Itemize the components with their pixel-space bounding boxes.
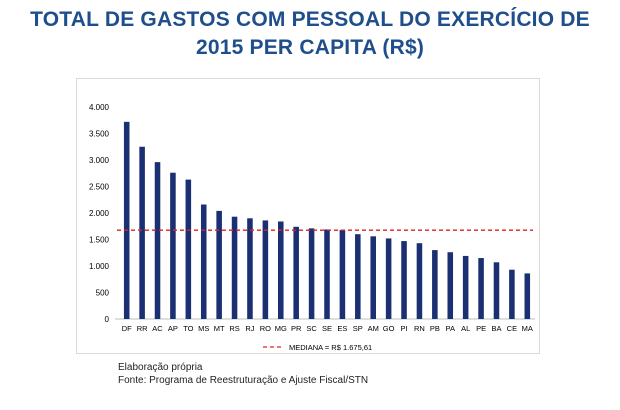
bar-pb — [432, 250, 438, 319]
footnote-source: Fonte: Programa de Reestruturação e Ajus… — [118, 375, 369, 386]
x-tick-label: MT — [214, 324, 225, 333]
chart-frame: 0 500 1.000 1.500 2.000 2.500 3.000 3.500 4.000 D… — [76, 78, 540, 354]
y-tick-label: 3.500 — [89, 130, 110, 139]
footnote-elaboration: Elaboração própria — [118, 362, 203, 373]
bar-rj — [247, 218, 253, 319]
bar-pr — [293, 226, 299, 319]
x-tick-label: PB — [430, 324, 440, 333]
bar-am — [370, 236, 376, 319]
x-tick-label: PA — [446, 324, 455, 333]
bar-rn — [416, 243, 423, 319]
bar-ap — [170, 172, 176, 319]
legend-median-label: MEDIANA = R$ 1.675,61 — [289, 343, 372, 352]
title-line-2: 2015 PER CAPITA (R$) — [195, 36, 425, 59]
y-tick-label: 3.000 — [89, 156, 110, 165]
bar-rs — [231, 216, 238, 319]
y-tick-label: 1.500 — [89, 236, 110, 245]
bar-to — [185, 179, 192, 319]
x-tick-label: AP — [168, 324, 178, 333]
x-tick-label: CE — [507, 324, 517, 333]
x-tick-label: BA — [491, 324, 501, 333]
bar-ma — [524, 273, 531, 319]
y-tick-label: 2.500 — [89, 183, 110, 192]
bar-ba — [493, 262, 500, 319]
x-tick-label: PI — [400, 324, 407, 333]
y-tick-label: 500 — [96, 289, 110, 298]
x-tick-label: RN — [414, 324, 425, 333]
bar-pe — [478, 258, 484, 319]
bar-go — [385, 238, 392, 319]
title-line-1: TOTAL DE GASTOS COM PESSOAL DO EXERCÍCIO… — [30, 8, 590, 31]
y-tick-label: 1.000 — [89, 262, 110, 271]
x-tick-label: TO — [183, 324, 193, 333]
bar-df — [123, 121, 130, 319]
bar-sc — [308, 228, 315, 319]
y-tick-label: 2.000 — [89, 209, 110, 218]
x-tick-label: RR — [137, 324, 148, 333]
x-tick-label: PR — [291, 324, 302, 333]
bar-mt — [216, 210, 222, 319]
bar-ms — [200, 204, 207, 319]
x-tick-label: PE — [476, 324, 486, 333]
x-tick-label: SC — [306, 324, 317, 333]
bar-mg — [278, 221, 284, 319]
x-tick-label: AM — [368, 324, 379, 333]
x-tick-label: SE — [322, 324, 332, 333]
x-tick-label: AL — [461, 324, 470, 333]
bar-sp — [355, 234, 361, 319]
bar-pa — [447, 252, 454, 319]
bar-al — [462, 255, 469, 319]
x-tick-label: RO — [260, 324, 271, 333]
bar-ac — [154, 162, 161, 319]
bar-chart: 0 500 1.000 1.500 2.000 2.500 3.000 3.500 4.000 D… — [89, 103, 535, 352]
x-tick-label: ES — [337, 324, 347, 333]
bar-es — [339, 229, 346, 319]
x-tick-label: GO — [383, 324, 395, 333]
bar-ce — [509, 269, 515, 319]
x-tick-label: SP — [353, 324, 363, 333]
x-tick-label: RJ — [245, 324, 254, 333]
x-tick-label: DF — [122, 324, 132, 333]
x-tick-label: MA — [522, 324, 533, 333]
x-tick-label: MS — [198, 324, 209, 333]
bar-rr — [139, 146, 145, 319]
bar-pi — [401, 241, 407, 319]
y-tick-label: 0 — [105, 315, 110, 324]
x-tick-label: MG — [275, 324, 287, 333]
bar-se — [324, 229, 330, 319]
x-tick-label: AC — [152, 324, 163, 333]
bar-ro — [262, 220, 269, 319]
x-tick-label: RS — [229, 324, 239, 333]
y-tick-label: 4.000 — [89, 103, 110, 112]
chart-title: TOTAL DE GASTOS COM PESSOAL DO EXERCÍCIO… — [0, 6, 620, 62]
